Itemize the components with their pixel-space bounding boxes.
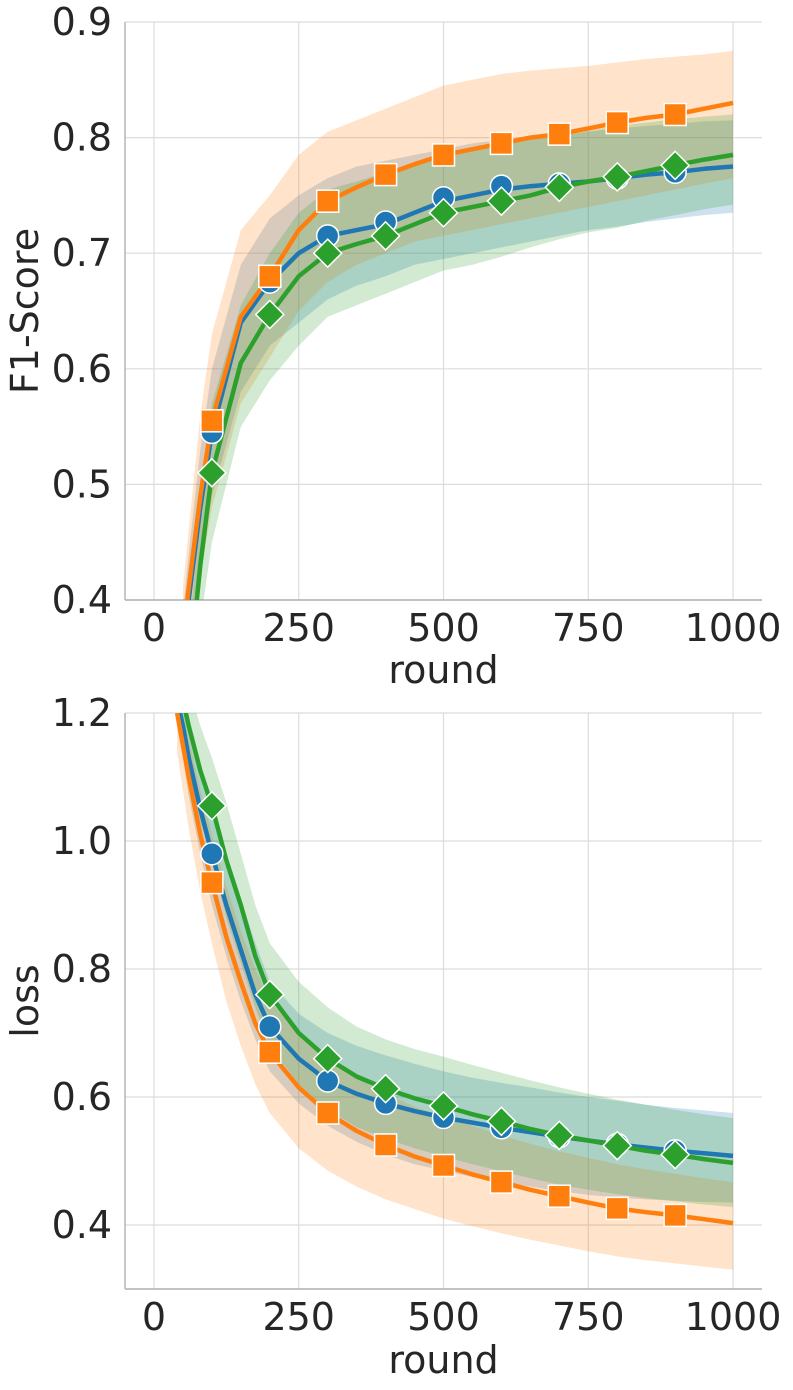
y-tick-label: 1.2	[52, 691, 112, 735]
y-axis-label: F1-Score	[3, 228, 47, 394]
x-tick-label: 1000	[685, 606, 782, 650]
series-1-point	[258, 1014, 282, 1039]
y-tick-label: 1.0	[52, 819, 112, 863]
series-3-point	[544, 172, 575, 203]
series-2-point	[431, 143, 456, 167]
plot-area	[182, 50, 734, 600]
series-3-point	[254, 979, 285, 1010]
series-3-point	[602, 161, 633, 192]
series-3-point	[196, 457, 227, 488]
series-1-point	[200, 842, 224, 866]
series-3-point	[196, 790, 227, 821]
y-tick-label: 0.4	[52, 578, 112, 622]
series-2-point	[200, 409, 224, 433]
x-tick-label: 0	[142, 606, 166, 650]
y-tick-label: 0.6	[52, 347, 112, 391]
panel-2: 0 250 500 750 1000 0.4 0.6 0.8 1.0 1.2 round loss	[3, 691, 782, 1382]
x-tick-label: 500	[407, 1295, 480, 1339]
y-axis-label: loss	[3, 964, 47, 1037]
series-2-band	[182, 50, 733, 600]
y-tick-label: 0.8	[52, 116, 112, 160]
x-tick-label: 1000	[685, 1295, 782, 1339]
series-3-point	[428, 197, 459, 228]
x-axis-label: round	[388, 1338, 498, 1382]
series-3-point	[428, 1090, 459, 1122]
series-2-point	[373, 162, 398, 187]
series-2-point	[258, 264, 282, 289]
series-2-point	[431, 1153, 456, 1178]
series-2-point	[315, 189, 340, 213]
x-tick-label: 500	[407, 606, 480, 650]
series-2-point	[489, 1170, 514, 1194]
y-tick-label: 0.8	[52, 947, 112, 991]
x-axis-label: round	[388, 648, 498, 692]
panel-1: 0 250 500 750 1000 0.4 0.5 0.6 0.7 0.8 0.9 round F1-…	[3, 0, 782, 692]
y-tick-label: 0.5	[52, 462, 112, 506]
plot-area	[174, 713, 734, 1270]
y-tick-label: 0.4	[52, 1203, 112, 1247]
x-tick-label: 0	[142, 1295, 166, 1339]
series-3-point	[486, 1106, 517, 1137]
series-3-band	[182, 713, 733, 1208]
series-3-point	[312, 238, 343, 269]
y-tick-label: 0.6	[52, 1075, 112, 1119]
series-3-point	[660, 150, 691, 181]
series-2-point	[547, 1184, 572, 1208]
series-2-band	[177, 713, 733, 1270]
series-3-point	[370, 220, 401, 251]
series-2-point	[373, 1133, 398, 1157]
y-tick-label: 0.9	[52, 0, 112, 44]
series-3-point	[660, 1139, 691, 1170]
series-2-point	[258, 1040, 282, 1064]
series-2-point	[663, 1203, 687, 1228]
series-3-point	[254, 299, 285, 330]
series-2-point	[663, 102, 687, 127]
y-tick-label: 0.7	[52, 231, 112, 275]
x-tick-label: 750	[552, 1295, 625, 1339]
x-tick-label: 250	[262, 606, 335, 650]
series-3-line	[194, 152, 734, 600]
series-3-point	[602, 1130, 633, 1161]
series-2-point	[605, 110, 629, 135]
series-3-point	[486, 186, 517, 217]
series-2-point	[200, 870, 224, 895]
series-3-point	[312, 1043, 343, 1074]
series-2-point	[547, 122, 572, 146]
series-2-line	[184, 100, 734, 600]
series-2-point	[605, 1196, 629, 1221]
x-tick-label: 750	[552, 606, 625, 650]
x-tick-label: 250	[262, 1295, 335, 1339]
series-2-point	[489, 131, 514, 156]
series-2-point	[315, 1101, 340, 1125]
series-3-point	[370, 1073, 401, 1104]
series-3-point	[544, 1120, 575, 1151]
